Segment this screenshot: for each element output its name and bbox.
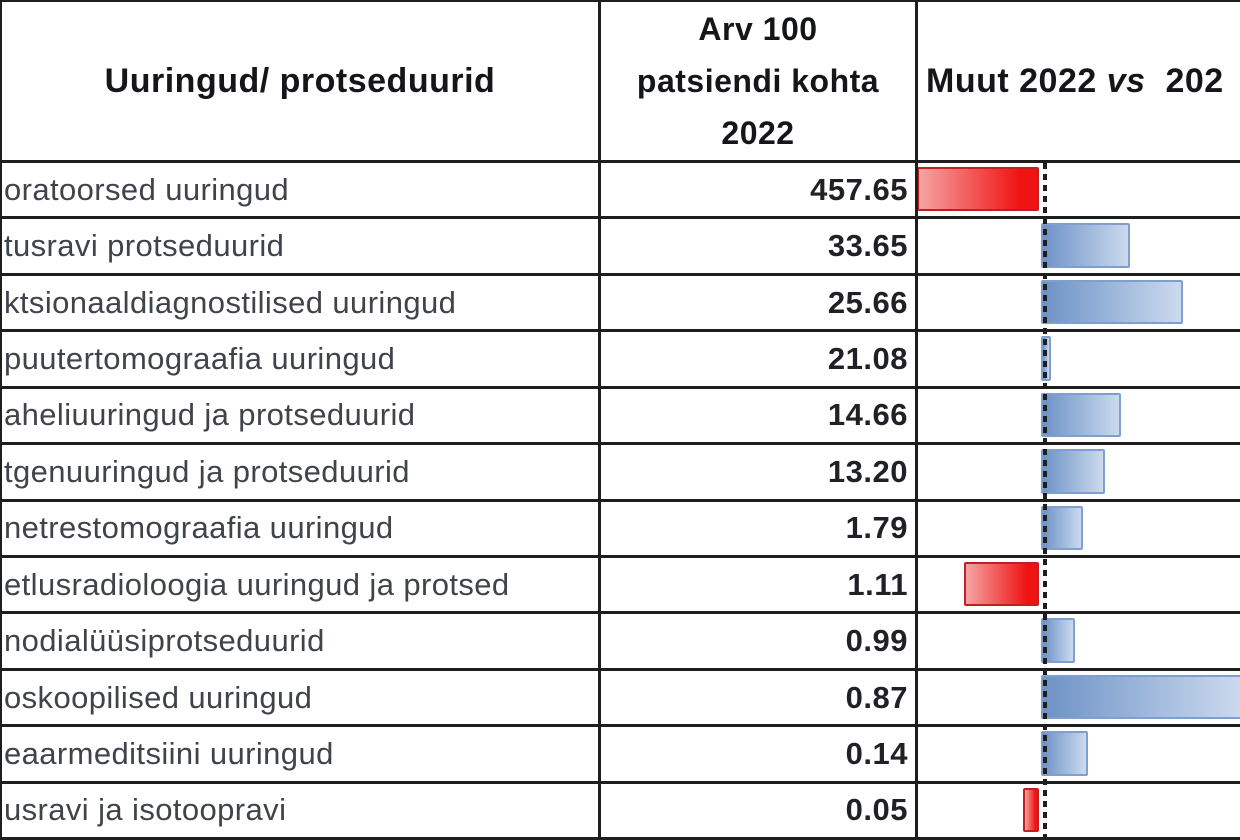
- muut-header-suffix: 202: [1145, 61, 1224, 100]
- value-cell: 0.99: [601, 614, 918, 668]
- muut-header-prefix: Muut 2022: [926, 61, 1107, 100]
- zero-axis-dotted-line: [1043, 163, 1047, 837]
- change-bar-cell: [918, 389, 1240, 442]
- procedure-label: aheliuuringud ja protseduurid: [2, 388, 601, 443]
- change-bar: [1041, 449, 1105, 494]
- table-row: nodialüüsiprotseduurid 0.99: [2, 614, 1240, 671]
- value-cell: 14.66: [601, 388, 918, 443]
- change-bar-cell: [918, 614, 1240, 667]
- change-bar-cell: [918, 332, 1240, 385]
- table-row: tusravi protseduurid 33.65: [2, 219, 1240, 276]
- change-bar: [1041, 674, 1240, 720]
- value-cell: 33.65: [601, 219, 918, 273]
- column-header-arv-100: Arv 100 patsiendi kohta 2022: [601, 2, 918, 160]
- header-line-2: patsiendi kohta: [636, 63, 880, 99]
- table-body: oratoorsed uuringud 457.65 tusravi prots…: [2, 163, 1240, 838]
- table-row: etlusradioloogia uuringud ja protsed 1.1…: [2, 557, 1240, 615]
- change-bar: [1041, 279, 1183, 325]
- table-row: usravi ja isotoopravi 0.05: [2, 783, 1240, 838]
- change-bar-cell: [918, 502, 1240, 555]
- procedure-label: eaarmeditsiini uuringud: [2, 727, 601, 781]
- change-bar-cell: [918, 276, 1240, 329]
- muut-header-vs: vs: [1106, 61, 1146, 100]
- value-cell: 457.65: [601, 163, 918, 217]
- change-bar: [1023, 787, 1039, 833]
- procedure-label: netrestomograafia uuringud: [2, 501, 601, 555]
- value-cell: 1.11: [601, 557, 918, 612]
- value-cell: 25.66: [601, 275, 918, 330]
- change-bar-cell: [918, 727, 1240, 780]
- procedure-label: etlusradioloogia uuringud ja protsed: [2, 557, 601, 612]
- procedure-label: ktsionaaldiagnostilised uuringud: [2, 275, 601, 330]
- change-bar-cell: [918, 219, 1240, 272]
- column-header-uuringud: Uuringud/ protseduurid: [2, 2, 601, 160]
- value-cell: 21.08: [601, 332, 918, 386]
- procedure-label: usravi ja isotoopravi: [2, 783, 601, 838]
- change-bar: [964, 561, 1039, 607]
- procedure-label: nodialüüsiprotseduurid: [2, 614, 601, 668]
- header-line-1: Arv 100: [698, 11, 818, 47]
- table-header-row: Uuringud/ protseduurid Arv 100 patsiendi…: [2, 2, 1240, 163]
- procedure-label: oskoopilised uuringud: [2, 670, 601, 725]
- table-row: netrestomograafia uuringud 1.79: [2, 501, 1240, 558]
- change-bar: [1041, 392, 1121, 438]
- table-row: tgenuuringud ja protseduurid 13.20: [2, 445, 1240, 502]
- value-cell: 0.05: [601, 783, 918, 838]
- change-bar: [1041, 505, 1083, 550]
- change-bar-cell: [918, 558, 1240, 611]
- change-bar-cell: [918, 671, 1240, 724]
- table-row: puutertomograafia uuringud 21.08: [2, 332, 1240, 389]
- header-line-3: 2022: [721, 115, 795, 151]
- change-bar: [1041, 731, 1088, 776]
- change-bar-cell: [918, 445, 1240, 498]
- procedure-label: tusravi protseduurid: [2, 219, 601, 273]
- table-row: oratoorsed uuringud 457.65: [2, 163, 1240, 220]
- change-bar-cell: [918, 163, 1240, 216]
- change-bar: [918, 167, 1039, 212]
- table-row: oskoopilised uuringud 0.87: [2, 670, 1240, 728]
- table-row: ktsionaaldiagnostilised uuringud 25.66: [2, 275, 1240, 333]
- value-cell: 1.79: [601, 501, 918, 555]
- procedure-label: oratoorsed uuringud: [2, 163, 601, 217]
- change-bar: [1041, 223, 1130, 268]
- column-header-muut: Muut 2022 vs 202: [918, 2, 1240, 160]
- table-row: eaarmeditsiini uuringud 0.14: [2, 727, 1240, 784]
- change-bar-cell: [918, 784, 1240, 837]
- procedure-label: tgenuuringud ja protseduurid: [2, 445, 601, 499]
- value-cell: 0.87: [601, 670, 918, 725]
- value-cell: 0.14: [601, 727, 918, 781]
- table-row: aheliuuringud ja protseduurid 14.66: [2, 388, 1240, 446]
- value-cell: 13.20: [601, 445, 918, 499]
- procedure-label: puutertomograafia uuringud: [2, 332, 601, 386]
